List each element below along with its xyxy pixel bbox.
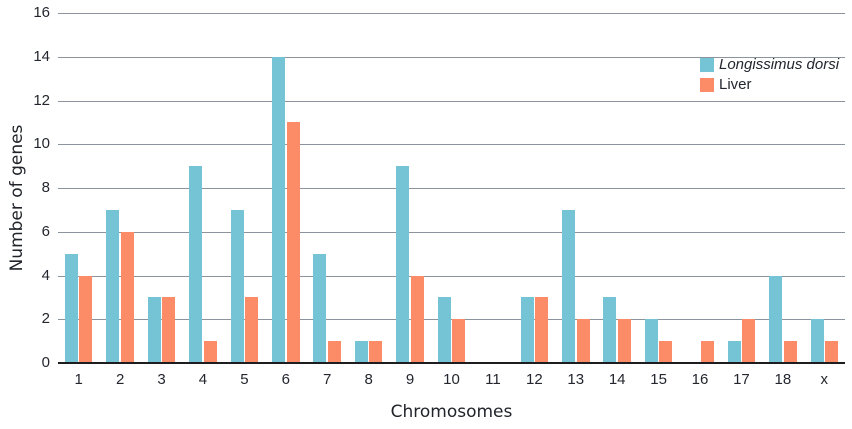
y-axis-tick-label-2: 2 bbox=[41, 310, 50, 328]
bar-liver-chr-17 bbox=[742, 319, 756, 363]
bar-liver-chr-x bbox=[825, 341, 839, 363]
y-axis-tick-label-10: 10 bbox=[33, 135, 50, 153]
gridline-y10 bbox=[58, 144, 845, 146]
x-axis-tick-label-8: 8 bbox=[364, 371, 373, 388]
legend-swatch-longissimus-dorsi bbox=[700, 58, 714, 72]
y-axis-tick-label-8: 8 bbox=[41, 179, 50, 196]
y-axis-title: Number of genes bbox=[7, 124, 27, 272]
x-axis-tick-label-x: x bbox=[820, 371, 829, 388]
x-axis-title: Chromosomes bbox=[390, 402, 513, 422]
y-axis-tick-label-12: 12 bbox=[33, 91, 50, 109]
x-axis-tick-label-2: 2 bbox=[115, 371, 125, 388]
y-axis-tick-label-6: 6 bbox=[41, 222, 50, 240]
x-axis-tick-label-13: 13 bbox=[567, 371, 585, 388]
gridline-y12 bbox=[58, 100, 845, 102]
bar-liver-chr-7 bbox=[327, 341, 341, 363]
legend-swatch-liver bbox=[700, 78, 714, 92]
bar-liver-chr-14 bbox=[617, 319, 631, 363]
bar-longissimus-dorsi-chr-2 bbox=[106, 209, 120, 363]
bar-longissimus-dorsi-chr-10 bbox=[437, 297, 451, 363]
bar-longissimus-dorsi-chr-18 bbox=[769, 275, 783, 363]
bar-longissimus-dorsi-chr-5 bbox=[230, 209, 244, 363]
bar-longissimus-dorsi-chr-7 bbox=[313, 253, 327, 363]
bar-liver-chr-3 bbox=[162, 297, 176, 363]
x-axis-tick-label-18: 18 bbox=[774, 371, 792, 388]
x-axis-tick-label-14: 14 bbox=[608, 371, 626, 388]
x-axis-tick-label-3: 3 bbox=[157, 371, 166, 388]
bar-liver-chr-13 bbox=[576, 319, 590, 363]
y-axis-tick-label-0: 0 bbox=[41, 354, 50, 371]
bar-liver-chr-12 bbox=[535, 297, 549, 363]
legend-label-liver: Liver bbox=[719, 76, 752, 93]
bar-longissimus-dorsi-chr-6 bbox=[272, 56, 286, 363]
x-axis-tick-label-12: 12 bbox=[525, 371, 543, 388]
x-axis-tick-label-4: 4 bbox=[198, 371, 208, 388]
bar-liver-chr-16 bbox=[700, 341, 714, 363]
bar-longissimus-dorsi-chr-9 bbox=[396, 166, 410, 363]
x-axis-tick-label-7: 7 bbox=[323, 371, 332, 388]
gridline-y6 bbox=[58, 231, 845, 233]
bar-liver-chr-2 bbox=[120, 231, 134, 363]
x-axis-tick-label-6: 6 bbox=[281, 371, 290, 388]
x-axis-tick-label-15: 15 bbox=[650, 371, 667, 388]
gridline-y14 bbox=[58, 56, 845, 58]
bar-longissimus-dorsi-chr-1 bbox=[64, 253, 78, 363]
bar-longissimus-dorsi-chr-x bbox=[810, 319, 824, 363]
x-axis-tick-label-9: 9 bbox=[405, 371, 415, 388]
gridline-y2 bbox=[58, 319, 845, 321]
x-axis-tick-label-17: 17 bbox=[733, 371, 750, 388]
bar-liver-chr-15 bbox=[659, 341, 673, 363]
bar-liver-chr-10 bbox=[452, 319, 466, 363]
bar-liver-chr-18 bbox=[783, 341, 797, 363]
bar-longissimus-dorsi-chr-15 bbox=[644, 319, 658, 363]
bar-liver-chr-6 bbox=[286, 122, 300, 363]
gridline-y4 bbox=[58, 275, 845, 277]
y-axis-tick-label-4: 4 bbox=[41, 266, 50, 284]
bar-longissimus-dorsi-chr-3 bbox=[147, 297, 161, 363]
bar-longissimus-dorsi-chr-17 bbox=[727, 341, 741, 363]
gridline-y8 bbox=[58, 188, 845, 189]
legend-item-longissimus-dorsi: Longissimus dorsi bbox=[700, 57, 839, 73]
bar-longissimus-dorsi-chr-13 bbox=[562, 209, 575, 363]
y-axis-tick-label-14: 14 bbox=[33, 47, 50, 65]
x-axis-tick-label-1: 1 bbox=[74, 371, 83, 388]
x-axis-tick-label-11: 11 bbox=[485, 371, 501, 388]
bar-liver-chr-8 bbox=[369, 341, 383, 363]
bar-liver-chr-1 bbox=[79, 275, 93, 363]
x-axis-tick-label-10: 10 bbox=[443, 371, 460, 388]
bar-longissimus-dorsi-chr-8 bbox=[354, 341, 368, 363]
x-axis-line bbox=[58, 362, 845, 364]
x-axis-tick-label-16: 16 bbox=[691, 371, 709, 388]
bar-liver-chr-5 bbox=[245, 297, 259, 363]
gridline-y16 bbox=[58, 13, 845, 14]
bar-longissimus-dorsi-chr-4 bbox=[189, 166, 203, 363]
bar-liver-chr-9 bbox=[410, 275, 424, 363]
x-axis-tick-label-5: 5 bbox=[240, 371, 249, 388]
legend-item-liver: Liver bbox=[700, 77, 839, 93]
y-axis-tick-label-16: 16 bbox=[33, 4, 50, 21]
bar-longissimus-dorsi-chr-12 bbox=[520, 297, 534, 363]
legend-label-longissimus-dorsi: Longissimus dorsi bbox=[719, 56, 840, 73]
legend: Longissimus dorsi Liver bbox=[700, 57, 839, 97]
bar-liver-chr-4 bbox=[203, 341, 217, 363]
bar-longissimus-dorsi-chr-14 bbox=[603, 297, 617, 363]
